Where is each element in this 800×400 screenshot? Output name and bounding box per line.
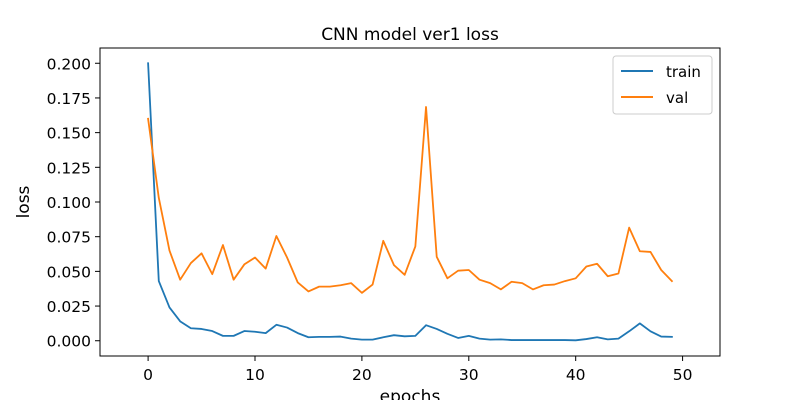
x-axis: 0 10 20 30 40 50 xyxy=(143,356,692,384)
y-tick-label: 0.125 xyxy=(47,159,91,177)
y-tick-label: 0.000 xyxy=(47,333,91,351)
legend-label-train: train xyxy=(666,63,701,81)
legend: train val xyxy=(612,55,713,115)
legend-label-val: val xyxy=(666,89,688,107)
y-tick-label: 0.100 xyxy=(47,194,91,212)
x-tick-label: 0 xyxy=(143,366,153,384)
y-tick-label: 0.150 xyxy=(47,125,91,143)
x-tick-label: 30 xyxy=(459,366,479,384)
x-tick-label: 40 xyxy=(566,366,586,384)
x-axis-label: epochs xyxy=(380,387,441,400)
y-tick-label: 0.075 xyxy=(47,229,91,247)
y-axis: 0.000 0.025 0.050 0.075 0.100 0.125 0.150 0.175… xyxy=(47,55,100,351)
y-tick-label: 0.025 xyxy=(47,298,91,316)
chart-title: CNN model ver1 loss xyxy=(321,25,499,45)
series-layer xyxy=(147,62,674,342)
x-tick-label: 50 xyxy=(673,366,693,384)
y-tick-label: 0.050 xyxy=(47,263,91,281)
y-tick-label: 0.200 xyxy=(47,55,91,73)
x-tick-label: 10 xyxy=(245,366,265,384)
x-tick-label: 20 xyxy=(352,366,372,384)
series-line-val xyxy=(147,106,674,294)
series-line-train xyxy=(147,62,673,342)
y-tick-label: 0.175 xyxy=(47,90,91,108)
y-axis-label: loss xyxy=(14,185,34,218)
